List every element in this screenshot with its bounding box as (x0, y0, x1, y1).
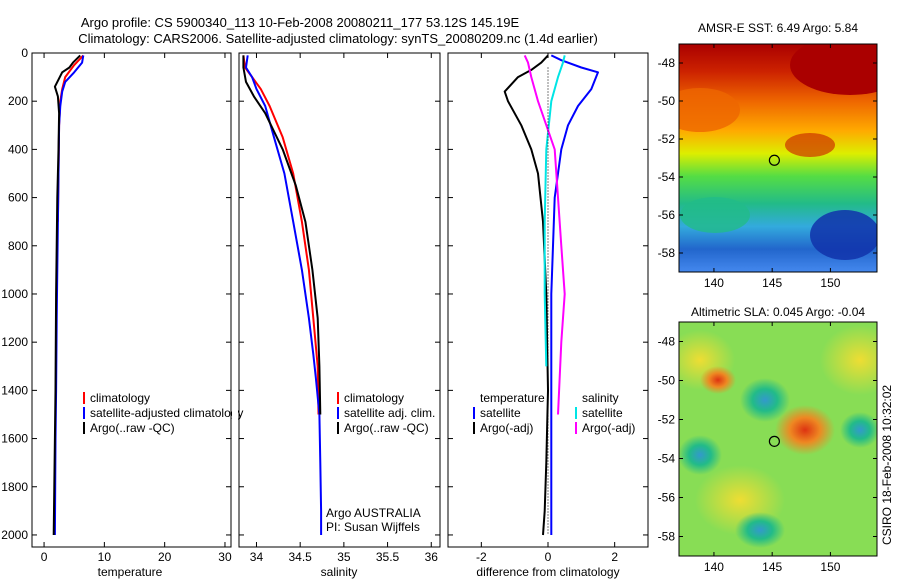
y-tick-label: 600 (8, 191, 28, 205)
series-line-argo-raw-qc (242, 55, 322, 415)
series-line-argo-raw-qc (52, 54, 81, 536)
legend-heading-temperature: temperature (480, 391, 545, 405)
y-tick-label: 1600 (1, 432, 28, 446)
map-y-tick-label: -50 (658, 374, 676, 388)
sst-map-frame (678, 43, 878, 273)
salinity-xlabel: salinity (321, 565, 358, 579)
sla-patch (820, 325, 877, 395)
map-y-tick-label: -48 (658, 56, 676, 70)
sst-warm-patch (790, 44, 877, 95)
sst-map-title: AMSR-E SST: 6.49 Argo: 5.84 (698, 21, 858, 35)
map-y-tick-label: -50 (658, 94, 676, 108)
salinity-legend: climatology satellite adj. clim. Argo(..… (337, 391, 435, 435)
y-tick-label: 1200 (1, 335, 28, 349)
x-tick-label: 34 (250, 550, 264, 564)
salinity-axes (238, 52, 441, 548)
x-tick-label: 35 (337, 550, 351, 564)
map-y-tick-label: -58 (658, 530, 676, 544)
sla-high-patch (775, 405, 835, 455)
x-tick-label: 36 (425, 550, 439, 564)
y-tick-label: 0 (21, 46, 28, 60)
map-x-tick-label: 140 (704, 276, 724, 290)
legend-label: satellite (480, 406, 521, 420)
temperature-xlabel: temperature (98, 565, 163, 579)
series-line-temperature-satellite (550, 54, 599, 535)
argo-program-annotation: Argo AUSTRALIA (326, 506, 421, 520)
sla-low-patch (740, 378, 790, 422)
legend-label: satellite-adjusted climatology (90, 406, 243, 420)
legend-label: satellite (582, 406, 623, 420)
x-tick-label: 2 (611, 550, 618, 564)
x-tick-label: 20 (158, 550, 172, 564)
sst-patch (680, 197, 750, 233)
sla-high-patch (700, 366, 736, 394)
legend-heading-salinity: salinity (582, 391, 619, 405)
x-tick-label: 35.5 (376, 550, 400, 564)
map-y-tick-label: -56 (658, 208, 676, 222)
temperature-axes (31, 52, 232, 548)
sla-heatmap (679, 322, 877, 556)
map-y-tick-label: -54 (658, 170, 676, 184)
map-y-tick-label: -54 (658, 452, 676, 466)
series-line-salinity-argo-adj (523, 54, 566, 415)
legend-label: climatology (90, 391, 150, 405)
map-x-tick-label: 145 (762, 560, 782, 574)
y-tick-label: 800 (8, 239, 28, 253)
map-y-tick-label: -48 (658, 335, 676, 349)
legend-label: satellite adj. clim. (344, 406, 435, 420)
x-tick-label: 30 (218, 550, 232, 564)
figure-title-line1: Argo profile: CS 5900340_113 10-Feb-2008… (81, 15, 520, 30)
map-x-tick-label: 150 (820, 560, 840, 574)
temperature-legend: climatology satellite-adjusted climatolo… (83, 391, 243, 435)
figure-title-line2: Climatology: CARS2006. Satellite-adjuste… (78, 31, 598, 46)
series-line-temperature-argo-adj (503, 54, 549, 536)
map-x-tick-label: 140 (704, 560, 724, 574)
series-line-salinity-satellite (543, 55, 566, 367)
x-tick-label: 10 (98, 550, 112, 564)
sst-heatmap (679, 44, 877, 272)
y-tick-label: 400 (8, 142, 28, 156)
sla-low-patch (679, 435, 722, 475)
difference-xlabel: difference from climatology (476, 565, 619, 579)
pi-annotation: PI: Susan Wijffels (326, 520, 420, 534)
sst-patch (679, 88, 740, 132)
map-x-tick-label: 150 (820, 276, 840, 290)
sla-map-frame (678, 321, 878, 557)
map-y-tick-label: -52 (658, 413, 676, 427)
map-y-tick-label: -52 (658, 132, 676, 146)
sst-argo-location-marker (768, 154, 780, 166)
legend-label: Argo(-adj) (480, 421, 533, 435)
y-tick-label: 1000 (1, 287, 28, 301)
difference-legend: temperature satellite Argo(-adj) salinit… (473, 391, 635, 435)
x-tick-label: 0 (545, 550, 552, 564)
y-tick-label: 200 (8, 94, 28, 108)
x-tick-label: 34.5 (288, 550, 312, 564)
y-tick-label: 1400 (1, 383, 28, 397)
sst-cold-patch (810, 210, 877, 260)
x-tick-label: 0 (41, 550, 48, 564)
legend-label: climatology (344, 391, 404, 405)
series-line-satellite-adj-clim (245, 55, 323, 535)
map-y-tick-label: -58 (658, 246, 676, 260)
sst-patch (785, 133, 835, 157)
legend-clip-mask (232, 385, 238, 425)
y-tick-label: 1800 (1, 480, 28, 494)
legend-label: Argo(-adj) (582, 421, 635, 435)
x-tick-label: -2 (476, 550, 487, 564)
sla-map-title: Altimetric SLA: 0.045 Argo: -0.04 (691, 305, 865, 319)
series-line-climatology (56, 54, 85, 222)
y-tick-label: 2000 (1, 528, 28, 542)
sla-argo-location-marker (768, 435, 780, 447)
map-y-tick-label: -56 (658, 491, 676, 505)
sla-low-patch (735, 512, 785, 548)
map-x-tick-label: 145 (762, 276, 782, 290)
credit-timestamp: CSIRO 18-Feb-2008 10:32:02 (880, 385, 894, 545)
legend-label: Argo(..raw -QC) (90, 421, 175, 435)
sla-low-patch (840, 412, 877, 448)
legend-label: Argo(..raw -QC) (344, 421, 429, 435)
